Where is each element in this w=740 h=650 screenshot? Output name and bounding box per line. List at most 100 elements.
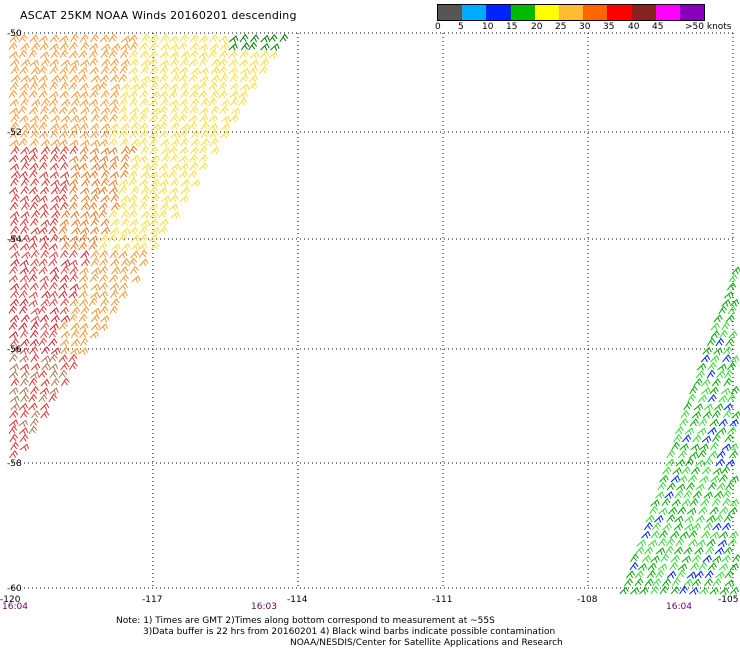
wind-barb — [8, 51, 19, 59]
wind-barb — [38, 74, 48, 83]
wind-barb — [161, 146, 171, 155]
wind-barb — [120, 195, 130, 203]
wind-barb — [199, 67, 209, 76]
lon-label: -105 — [718, 595, 738, 605]
wind-barb — [647, 539, 658, 548]
wind-barb — [108, 129, 118, 139]
wind-barb — [68, 313, 78, 323]
wind-barb — [714, 514, 724, 523]
wind-barb — [128, 170, 138, 179]
wind-barb — [50, 186, 60, 195]
wind-barb — [159, 179, 169, 187]
wind-barb — [714, 546, 725, 555]
wind-barb — [60, 98, 71, 107]
wind-barb — [722, 354, 732, 363]
wind-barb — [88, 241, 98, 251]
wind-barb — [20, 122, 31, 131]
wind-barb — [9, 433, 19, 443]
wind-barb — [28, 266, 38, 275]
wind-barb — [88, 170, 99, 179]
wind-barb — [51, 210, 61, 219]
wind-barb — [109, 155, 120, 164]
wind-barb — [690, 562, 700, 571]
wind-barb — [724, 433, 734, 443]
wind-barb — [28, 90, 38, 99]
wind-barb — [18, 290, 28, 299]
wind-barb — [78, 290, 88, 299]
wind-barb — [48, 338, 58, 347]
legend-tick-label: 20 — [531, 22, 543, 32]
wind-barb — [703, 403, 713, 412]
wind-barb — [180, 106, 190, 115]
wind-barb — [230, 107, 241, 116]
wind-barb — [90, 187, 101, 195]
wind-barb — [651, 521, 661, 531]
wind-barb — [58, 290, 68, 299]
wind-barb — [675, 458, 686, 467]
wind-barb — [58, 123, 69, 131]
legend-tick-label: 30 — [579, 22, 591, 32]
wind-barb — [718, 305, 728, 315]
lon-label: -114 — [287, 595, 308, 605]
wind-barb — [100, 49, 110, 59]
wind-barb — [30, 177, 40, 187]
wind-barb — [687, 393, 697, 403]
wind-barb — [160, 194, 171, 203]
wind-barb — [89, 130, 100, 139]
wind-barb — [79, 99, 89, 107]
wind-barb — [90, 226, 100, 235]
legend-swatch — [510, 5, 535, 20]
wind-barb — [68, 50, 79, 59]
wind-barb — [658, 529, 668, 539]
wind-barb — [48, 243, 58, 251]
wind-barb — [652, 578, 662, 587]
wind-barb — [679, 443, 689, 451]
wind-barb — [89, 210, 99, 219]
wind-barb — [38, 90, 48, 99]
wind-barb — [8, 370, 19, 379]
wind-barb — [712, 522, 722, 531]
wind-barb — [643, 546, 654, 555]
wind-barb — [623, 578, 634, 587]
map-title: ASCAT 25KM NOAA Winds 20160201 descendin… — [20, 9, 297, 22]
wind-barb — [716, 450, 726, 459]
wind-barb — [710, 330, 720, 339]
wind-barb — [707, 393, 717, 403]
wind-barb — [10, 250, 20, 259]
wind-barb — [210, 105, 220, 115]
wind-barb — [686, 507, 697, 516]
wind-barb — [180, 50, 190, 59]
wind-barb — [706, 538, 716, 547]
wind-barb — [655, 491, 665, 499]
wind-barb — [118, 73, 128, 83]
wind-barb — [148, 114, 159, 123]
wind-barb — [725, 481, 734, 491]
wind-barb — [675, 483, 686, 492]
wind-barb — [20, 370, 30, 379]
wind-barb — [69, 59, 80, 68]
wind-barb — [208, 82, 218, 91]
wind-barb — [88, 297, 98, 307]
wind-barb — [210, 74, 220, 83]
wind-barb — [666, 482, 676, 491]
wind-barb — [168, 90, 178, 99]
wind-barb — [158, 163, 168, 172]
wind-barb — [9, 314, 20, 323]
wind-barb — [60, 314, 70, 323]
wind-barb — [30, 315, 40, 324]
wind-barb — [80, 170, 90, 179]
legend-swatch — [679, 5, 705, 20]
wind-barb — [111, 201, 121, 211]
wind-barb — [722, 497, 731, 507]
wind-barb — [40, 410, 50, 419]
wind-barb — [49, 171, 60, 179]
swath-time-label: 16:04 — [666, 602, 692, 612]
wind-barb — [30, 129, 40, 139]
wind-barb — [160, 42, 170, 51]
wind-barb — [268, 33, 278, 43]
wind-barb — [140, 210, 150, 219]
wind-barb — [728, 273, 738, 283]
wind-barb — [238, 97, 248, 107]
wind-barb — [80, 210, 90, 219]
wind-barb — [719, 587, 729, 595]
